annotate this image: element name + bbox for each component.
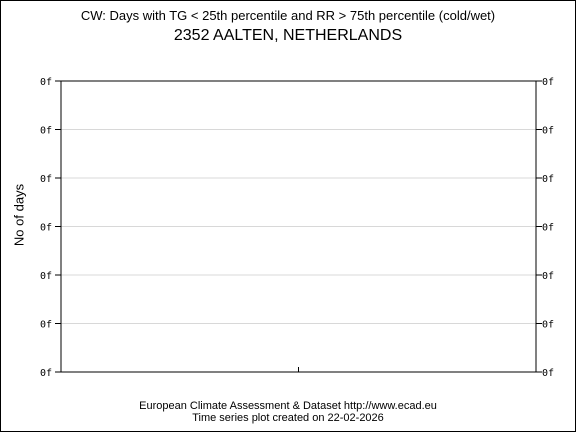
footer-date: Time series plot created on 22-02-2026 bbox=[192, 412, 384, 424]
y-tick-label-right: 0f bbox=[542, 174, 554, 185]
y-tick-label-right: 0f bbox=[542, 320, 554, 331]
footer-credit: European Climate Assessment & Dataset ht… bbox=[139, 400, 437, 412]
y-tick-label-left: 0f bbox=[40, 271, 52, 282]
y-tick-label-left: 0f bbox=[40, 77, 52, 88]
y-tick-label-right: 0f bbox=[542, 368, 554, 379]
y-tick-label-right: 0f bbox=[542, 77, 554, 88]
y-tick-label-left: 0f bbox=[40, 223, 52, 234]
chart-title: CW: Days with TG < 25th percentile and R… bbox=[80, 8, 496, 23]
y-tick-label-left: 0f bbox=[40, 320, 52, 331]
plot-border bbox=[60, 80, 537, 373]
y-tick-label-right: 0f bbox=[542, 223, 554, 234]
y-tick-label-left: 0f bbox=[40, 126, 52, 137]
y-tick-label-right: 0f bbox=[542, 126, 554, 137]
y-tick-label-right: 0f bbox=[542, 271, 554, 282]
y-tick-label-left: 0f bbox=[40, 368, 52, 379]
chart-subtitle: 2352 AALTEN, NETHERLANDS bbox=[173, 27, 403, 44]
y-tick-label-left: 0f bbox=[40, 174, 52, 185]
footer: European Climate Assessment & Dataset ht… bbox=[0, 400, 576, 424]
